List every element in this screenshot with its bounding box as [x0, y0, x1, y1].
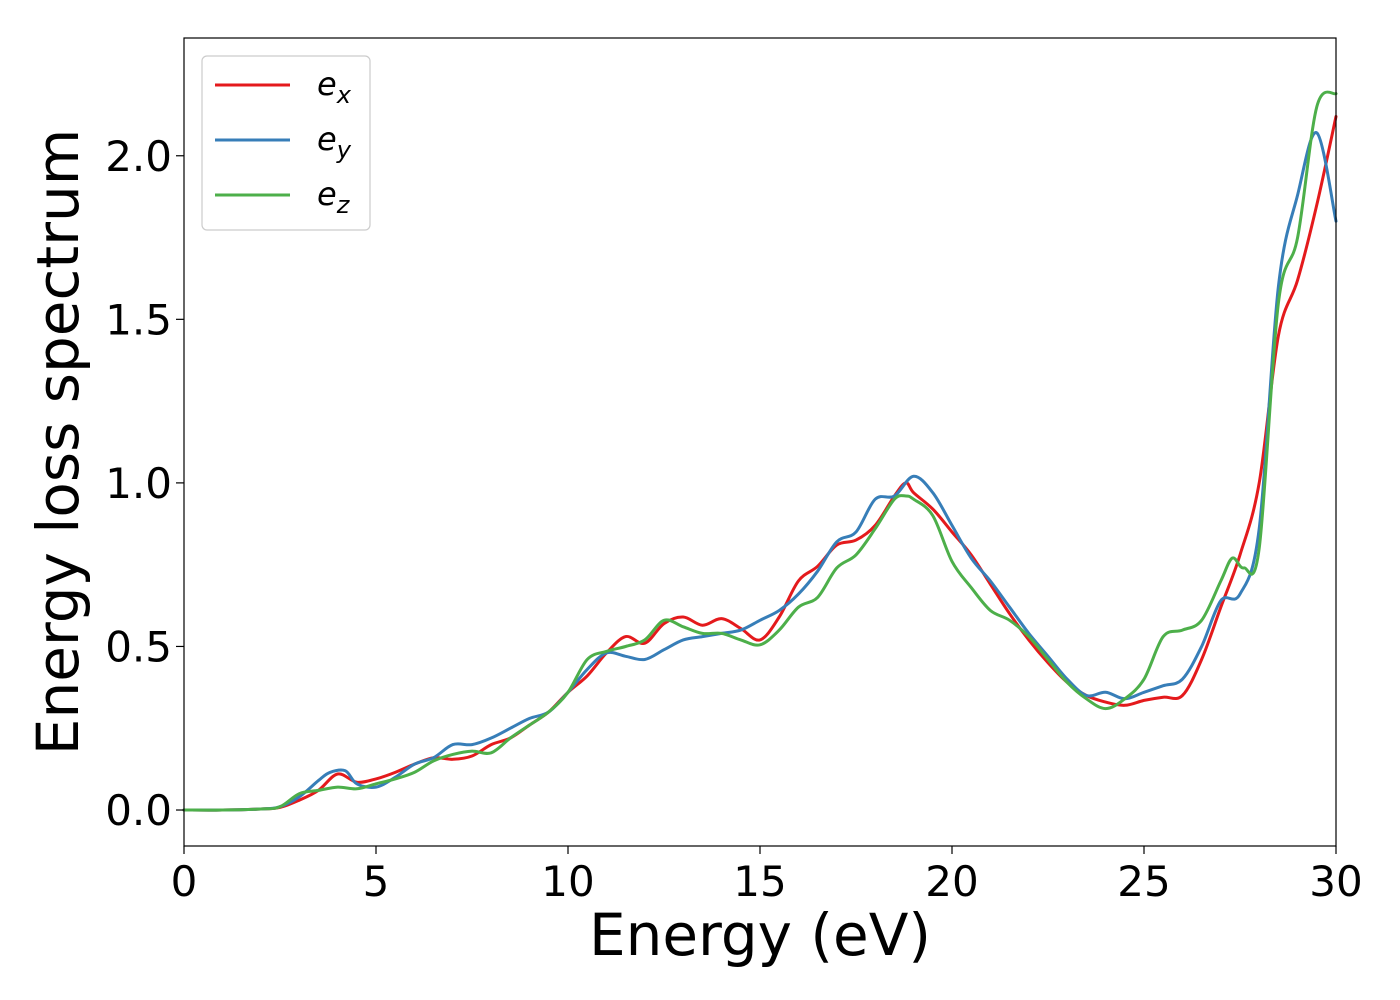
- x-tick-label: 15: [733, 857, 786, 906]
- x-axis: 0 5 10 15 20 25 30: [171, 846, 1363, 906]
- y-tick-label: 0.0: [105, 786, 172, 835]
- x-tick-label: 20: [925, 857, 978, 906]
- x-tick-label: 30: [1309, 857, 1362, 906]
- legend-label-y: ey: [317, 120, 352, 164]
- legend-label-x: ex: [317, 65, 352, 109]
- x-tick-label: 0: [171, 857, 198, 906]
- x-tick-label: 5: [363, 857, 390, 906]
- x-axis-label: Energy (eV): [589, 901, 931, 969]
- series-layer: [182, 90, 1338, 812]
- y-axis: 0.0 0.5 1.0 1.5 2.0: [105, 132, 184, 835]
- series-line-y: [182, 131, 1338, 812]
- y-axis-label: Energy loss spectrum: [24, 129, 92, 755]
- x-tick-label: 10: [541, 857, 594, 906]
- y-tick-label: 2.0: [105, 132, 172, 181]
- legend-box: [201, 55, 371, 231]
- x-tick-label: 25: [1117, 857, 1170, 906]
- series-line-z: [182, 90, 1338, 812]
- y-tick-label: 1.0: [105, 459, 172, 508]
- y-tick-label: 1.5: [105, 295, 172, 344]
- y-tick-label: 0.5: [105, 622, 172, 671]
